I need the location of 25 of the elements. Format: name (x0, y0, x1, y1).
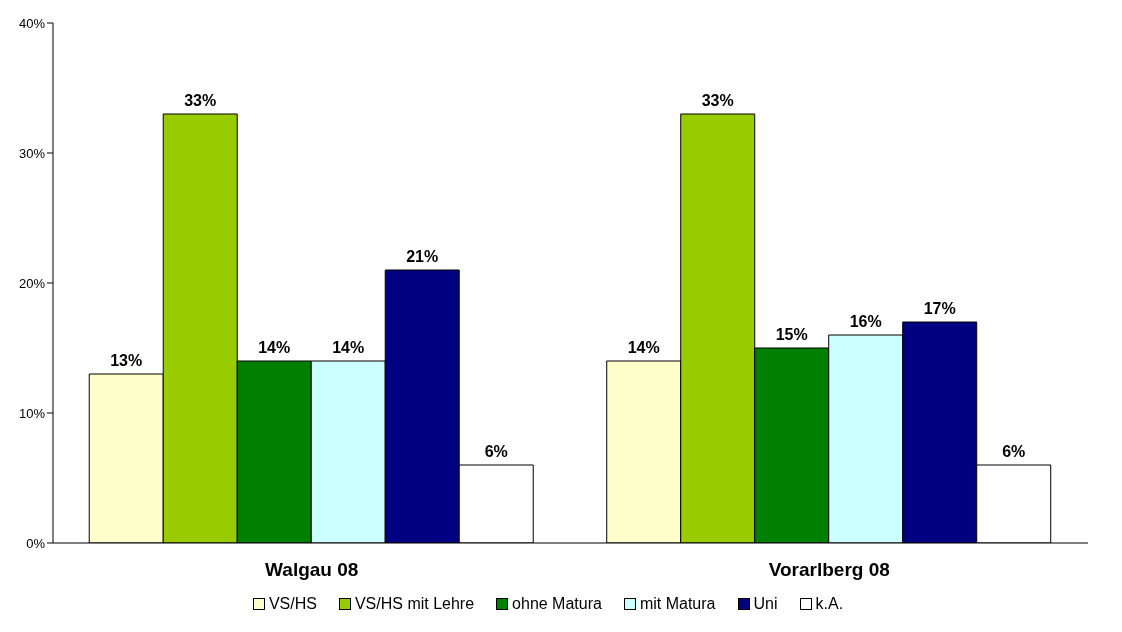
text: 6% (1002, 443, 1026, 460)
text: 17% (923, 300, 956, 317)
y-tick-label: 40% (18, 15, 46, 31)
y-tick-label: 10% (18, 405, 46, 421)
legend-label: ohne Matura (512, 595, 602, 613)
legend-label: mit Matura (639, 595, 716, 613)
text: 14% (258, 339, 291, 356)
text: 16% (849, 313, 882, 330)
x-tick-label: Walgau 08 (265, 559, 359, 581)
legend-label: VS/HS (268, 595, 317, 613)
text: 21% (406, 248, 439, 265)
y-tick-label: 20% (18, 275, 46, 291)
text: 33% (701, 92, 734, 109)
x-tick-label: Vorarlberg 08 (768, 559, 890, 581)
text: 33% (184, 92, 217, 109)
text: 15% (775, 326, 808, 343)
text: 14% (627, 339, 660, 356)
legend-label: VS/HS mit Lehre (354, 595, 475, 613)
text: 13% (110, 352, 143, 369)
legend-label: k.A. (815, 595, 844, 613)
y-tick-label: 0% (26, 535, 46, 551)
text: 6% (484, 443, 508, 460)
legend-label: Uni (753, 595, 778, 613)
y-tick-label: 30% (18, 145, 46, 161)
text: 14% (332, 339, 365, 356)
